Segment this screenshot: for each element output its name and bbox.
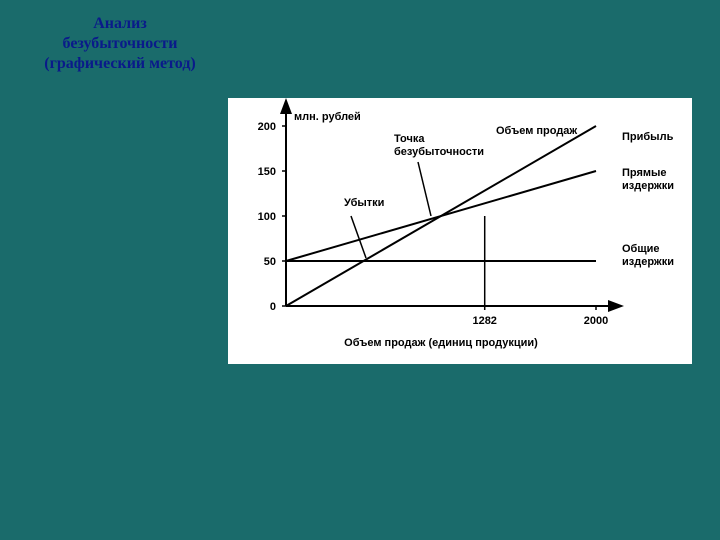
svg-text:безубыточности: безубыточности <box>394 146 484 158</box>
svg-text:Прибыль: Прибыль <box>622 131 674 143</box>
svg-text:50: 50 <box>264 256 276 268</box>
svg-text:100: 100 <box>258 211 276 223</box>
svg-text:2000: 2000 <box>584 315 608 327</box>
breakeven-chart: 0 50 100 150 200 1282 2000 млн. рублей Объем про… <box>228 98 692 364</box>
svg-text:издержки: издержки <box>622 180 674 192</box>
page-title: Анализбезубыточности(графический метод) <box>20 14 220 74</box>
svg-text:Прямые: Прямые <box>622 167 667 179</box>
svg-text:150: 150 <box>258 166 276 178</box>
svg-text:Объем продаж (единиц продукции: Объем продаж (единиц продукции) <box>344 337 538 349</box>
svg-text:Точка: Точка <box>394 133 425 145</box>
svg-text:Общие: Общие <box>622 243 660 255</box>
svg-text:200: 200 <box>258 121 276 133</box>
svg-text:Объем продаж: Объем продаж <box>496 125 577 137</box>
svg-text:млн. рублей: млн. рублей <box>294 111 361 123</box>
svg-text:Убытки: Убытки <box>344 197 384 209</box>
svg-text:0: 0 <box>270 301 276 313</box>
svg-text:издержки: издержки <box>622 256 674 268</box>
svg-text:1282: 1282 <box>472 315 496 327</box>
